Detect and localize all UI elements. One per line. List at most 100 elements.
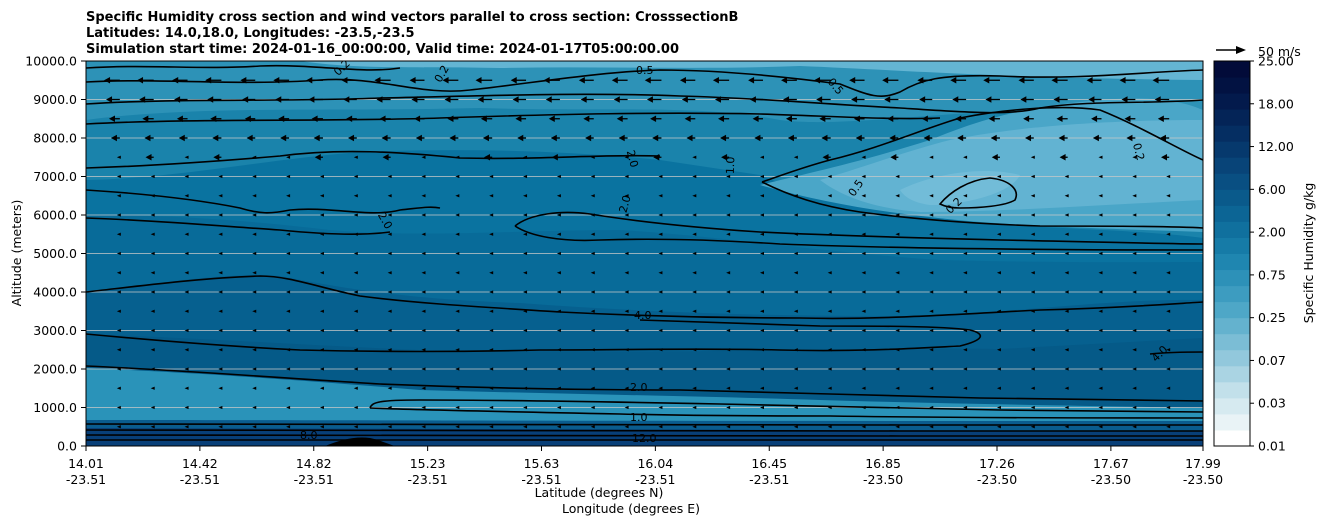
wind-vector: [1132, 232, 1137, 236]
wind-vector: [1098, 348, 1103, 352]
wind-vector: [319, 328, 324, 333]
wind-vector: [252, 367, 257, 371]
wind-vector: [150, 271, 155, 275]
colorbar-band: [1214, 285, 1250, 303]
wind-vector: [1098, 232, 1103, 236]
wind-vector-head: [851, 96, 858, 103]
wind-vector: [963, 348, 968, 352]
wind-vector: [150, 348, 155, 352]
wind-vector-head: [1121, 96, 1128, 103]
wind-vector: [1166, 328, 1171, 333]
wind-vector: [286, 367, 291, 371]
wind-vector: [726, 386, 731, 390]
wind-vector-head: [721, 154, 728, 161]
x-tick-label-lon: -23.50: [977, 472, 1017, 487]
wind-vector: [252, 309, 257, 313]
wind-vector-head: [1053, 96, 1060, 103]
contour-label-0.2-c: 0.2: [1130, 142, 1147, 162]
colorbar-frame: [1213, 60, 1251, 447]
wind-vector: [1030, 290, 1035, 294]
wind-vector: [353, 290, 358, 294]
wind-vector: [895, 309, 900, 313]
wind-vector: [523, 271, 528, 275]
wind-vector: [116, 425, 121, 429]
wind-vector: [1166, 367, 1171, 371]
wind-vector: [218, 290, 223, 294]
wind-vector-head: [314, 154, 321, 161]
colorbar-band: [1214, 61, 1250, 78]
wind-vector: [319, 213, 324, 217]
wind-vector: [1064, 425, 1069, 429]
wind-vector-head: [988, 115, 995, 122]
contour-0.2-loop: [938, 177, 1017, 209]
wind-vector: [387, 194, 392, 198]
wind-vector: [726, 213, 731, 217]
wind-vector: [692, 386, 697, 390]
wind-vector: [218, 405, 223, 410]
wind-vector: [421, 271, 426, 275]
wind-vector-head: [583, 115, 590, 122]
wind-vector: [963, 367, 968, 371]
wind-vector-head: [482, 134, 489, 142]
wind-vector: [421, 367, 426, 371]
wind-vector: [421, 194, 426, 198]
wind-vector: [523, 290, 528, 294]
wind-vector: [387, 309, 392, 313]
colorbar-band: [1214, 125, 1250, 142]
wind-vector-head: [1023, 115, 1030, 122]
wind-vector-head: [515, 115, 522, 122]
wind-vector: [556, 174, 561, 179]
wind-vector: [353, 174, 358, 179]
wind-vector: [996, 194, 1001, 198]
wind-vector-head: [578, 77, 585, 84]
wind-vector: [319, 251, 324, 256]
wind-vector: [1064, 251, 1069, 256]
wind-vector: [523, 425, 528, 429]
wind-vector-head: [991, 154, 998, 161]
wind-vector-head: [477, 96, 484, 103]
wind-vector: [387, 271, 392, 275]
wind-vector: [996, 425, 1001, 429]
wind-vector: [895, 290, 900, 294]
wind-vector: [1132, 386, 1137, 390]
wind-vector: [963, 174, 968, 179]
wind-vector: [793, 367, 798, 371]
x-tick-label-lat: 15.63: [524, 456, 560, 471]
wind-vector-head: [585, 134, 592, 142]
wind-vector: [1064, 232, 1069, 236]
wind-vector: [929, 213, 934, 217]
wind-vector: [1030, 194, 1035, 198]
wind-vector: [286, 213, 291, 217]
wind-vector: [184, 309, 189, 313]
wind-vector-head: [650, 115, 657, 122]
wind-vector: [218, 367, 223, 371]
wind-vector: [929, 194, 934, 198]
wind-vector-head: [110, 134, 117, 142]
wind-vector: [1098, 425, 1103, 429]
wind-vector-head: [652, 134, 659, 142]
wind-vector-head: [409, 77, 416, 84]
x-tick-label-lon: -23.51: [635, 472, 675, 487]
y-tick-label: 1000.0: [33, 400, 77, 415]
wind-vector: [184, 251, 189, 256]
wind-vector: [963, 309, 968, 313]
wind-vector: [1132, 348, 1137, 352]
y-tick-label: 4000.0: [33, 285, 77, 300]
wind-vector: [421, 290, 426, 294]
wind-vector-head: [849, 77, 856, 84]
wind-vector: [658, 194, 663, 198]
wind-vector: [218, 386, 223, 390]
y-tick-label: 6000.0: [33, 208, 77, 223]
wind-vector-head: [611, 77, 618, 84]
wind-vector: [116, 213, 121, 217]
wind-vector: [421, 309, 426, 313]
wind-vector: [895, 232, 900, 236]
x-tick-label-lat: 16.04: [637, 456, 673, 471]
wind-vector: [658, 367, 663, 371]
wind-vector: [1166, 174, 1171, 179]
contour-label-2.0-d: 2.0: [630, 381, 648, 394]
wind-vector: [1064, 290, 1069, 294]
wind-vector-head: [382, 154, 389, 161]
x-axis: 14.01-23.5114.42-23.5114.82-23.5115.23-2…: [66, 446, 1223, 487]
wind-vector: [963, 425, 968, 429]
